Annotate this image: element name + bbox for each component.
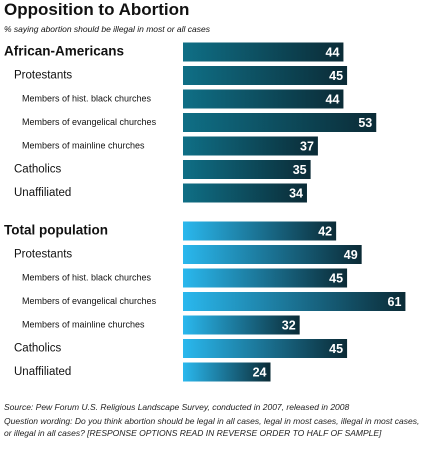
bar — [183, 113, 377, 132]
bar-value-label: 42 — [318, 224, 332, 238]
chart-title: Opposition to Abortion — [4, 0, 190, 19]
bar — [183, 66, 348, 85]
category-label: African-Americans — [4, 44, 124, 59]
bar — [183, 315, 300, 335]
bar-value-label: 53 — [358, 116, 372, 130]
bar — [183, 245, 362, 264]
bar — [183, 89, 344, 109]
bar — [183, 136, 318, 156]
category-label: Protestants — [14, 70, 72, 82]
category-label: Total population — [4, 223, 108, 238]
question-wording-note: Question wording: Do you think abortion … — [4, 416, 420, 438]
bar — [183, 362, 271, 382]
bar — [183, 221, 337, 241]
category-label: Catholics — [14, 164, 62, 176]
source-note: Source: Pew Forum U.S. Religious Landsca… — [4, 402, 350, 412]
category-label: Unaffiliated — [14, 366, 71, 378]
category-label: Members of evangelical churches — [22, 296, 157, 306]
category-label: Members of mainline churches — [22, 140, 145, 150]
bar — [183, 160, 311, 179]
category-label: Members of evangelical churches — [22, 117, 157, 127]
bar-value-label: 32 — [282, 318, 296, 332]
bar-value-label: 35 — [293, 163, 307, 177]
bar-value-label: 45 — [329, 342, 343, 356]
bar-value-label: 49 — [344, 248, 358, 262]
category-label: Unaffiliated — [14, 187, 71, 199]
bar-value-label: 44 — [326, 45, 340, 59]
bar — [183, 339, 348, 358]
category-label: Protestants — [14, 249, 72, 261]
bar-value-label: 45 — [329, 271, 343, 285]
bar — [183, 183, 307, 203]
bar-value-label: 61 — [388, 295, 402, 309]
category-label: Members of hist. black churches — [22, 272, 152, 282]
category-label: Catholics — [14, 343, 62, 355]
bar-value-label: 45 — [329, 69, 343, 83]
bar — [183, 268, 348, 288]
category-label: Members of mainline churches — [22, 319, 145, 329]
bar-value-label: 34 — [289, 186, 303, 200]
bar-value-label: 44 — [326, 92, 340, 106]
category-label: Members of hist. black churches — [22, 93, 152, 103]
bar-chart: African-Americans 44 Protestants 45 Members … — [4, 42, 406, 382]
bar — [183, 42, 344, 62]
chart-subtitle: % saying abortion should be illegal in m… — [4, 24, 211, 34]
bar-value-label: 37 — [300, 139, 314, 153]
bar — [183, 292, 406, 311]
bar-value-label: 24 — [253, 365, 267, 379]
